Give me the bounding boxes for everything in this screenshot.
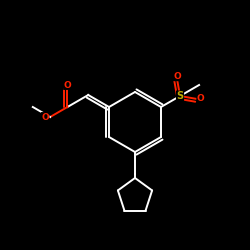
Text: O: O [174,72,181,81]
Text: O: O [197,94,205,103]
Text: O: O [41,112,49,122]
Text: S: S [176,91,184,101]
Text: O: O [64,80,71,90]
